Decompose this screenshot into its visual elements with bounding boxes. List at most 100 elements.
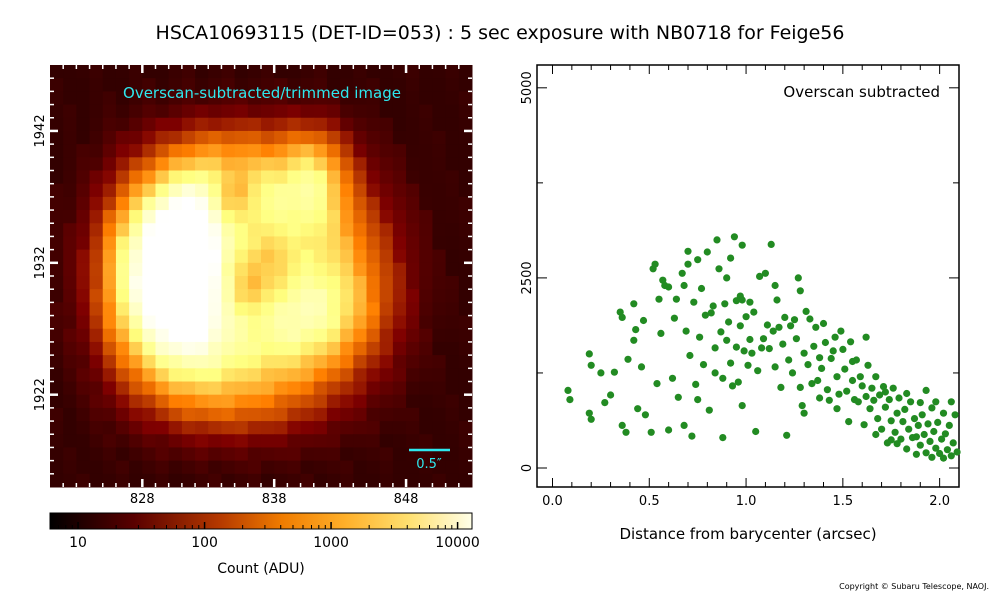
scatter-point	[922, 449, 930, 457]
scatter-point	[848, 357, 857, 366]
scatter-point	[796, 287, 804, 295]
scatter-point	[928, 453, 936, 461]
scatter-point	[872, 430, 880, 439]
scatter-point	[727, 359, 735, 367]
scatter-point	[864, 361, 872, 369]
scatter-point	[756, 272, 764, 280]
scatter-point	[829, 347, 837, 355]
image-y-tick-label: 1932	[33, 246, 48, 279]
scatter-point	[672, 295, 681, 303]
image-heatmap	[50, 65, 473, 488]
scatter-point	[647, 428, 655, 436]
scatter-point	[630, 336, 638, 344]
scatter-point	[810, 342, 818, 350]
scatter-point	[707, 309, 715, 317]
plot-annotation: Overscan subtracted	[783, 83, 940, 101]
scatter-point	[566, 396, 574, 404]
scatter-point	[587, 361, 595, 369]
scatter-point	[763, 321, 772, 329]
scatter-point	[738, 402, 746, 410]
scatter-point	[827, 354, 835, 363]
scatter-point	[910, 415, 919, 423]
scatter-point	[777, 383, 785, 391]
scatter-point	[848, 376, 857, 385]
scatter-point	[903, 389, 911, 398]
image-y-tick-label: 1922	[33, 378, 48, 411]
scatter-point	[705, 406, 713, 414]
scatter-point	[721, 300, 729, 308]
scatter-point	[601, 399, 609, 407]
scatter-point	[719, 374, 727, 382]
scatter-point	[800, 349, 808, 357]
colorbar-tick-label: 100	[191, 535, 218, 551]
scatter-point	[879, 383, 888, 391]
scatter-point	[922, 386, 930, 394]
scatter-point	[641, 411, 650, 419]
scatter-point	[881, 403, 890, 411]
scatter-point	[928, 404, 936, 412]
scatter-point	[862, 333, 870, 341]
colorbar	[49, 512, 473, 530]
scatter-point	[703, 248, 711, 256]
scatter-point	[885, 396, 893, 404]
scatter-point	[818, 364, 826, 372]
scatter-point	[943, 446, 952, 454]
scatter-point	[564, 386, 572, 394]
scatter-point	[711, 369, 719, 377]
scatter-point	[639, 316, 648, 325]
scatter-point	[680, 281, 688, 290]
scatter-point	[953, 448, 961, 456]
scatter-point	[870, 396, 878, 404]
scatter-point	[618, 421, 626, 429]
plot-y-tick-label: 5000	[520, 71, 535, 104]
scatter-point	[783, 431, 791, 439]
page-title: HSCA10693115 (DET-ID=053) : 5 sec exposu…	[155, 22, 845, 44]
scatter-point	[750, 308, 758, 316]
scatter-point	[798, 402, 806, 410]
scatter-point	[903, 445, 911, 453]
scatter-point	[688, 432, 696, 440]
scale-bar-label: 0.5″	[416, 457, 442, 472]
scatter-point	[825, 396, 833, 404]
scatter-point	[759, 335, 768, 343]
scatter-point	[926, 437, 934, 445]
scatter-point	[610, 368, 619, 376]
image-axis-ticks: 828 838 848 1942 1932 1922	[33, 65, 472, 507]
scatter-point	[905, 425, 913, 433]
scatter-point	[872, 373, 880, 381]
image-y-tick-label: 1942	[33, 114, 48, 147]
scatter-point	[773, 296, 781, 304]
scatter-point	[938, 435, 946, 443]
scatter-point	[792, 335, 801, 343]
scatter-point	[802, 307, 810, 315]
scatter-point	[932, 398, 940, 406]
scatter-point	[804, 361, 812, 369]
scatter-point	[781, 313, 789, 321]
image-x-tick-label: 848	[394, 492, 419, 507]
scatter-point	[951, 411, 959, 419]
scatter-point	[845, 418, 853, 426]
scatter-point	[734, 378, 742, 386]
scatter-point	[680, 421, 688, 429]
scatter-point	[812, 323, 820, 331]
scatter-point	[736, 322, 744, 330]
colorbar-tick-label: 1000	[313, 535, 349, 551]
scatter-point	[949, 439, 957, 447]
scatter-point	[744, 361, 752, 369]
scatter-point	[597, 369, 605, 377]
scatter-point	[686, 351, 694, 360]
scatter-point	[618, 313, 626, 321]
scatter-point	[866, 405, 874, 413]
scatter-point	[607, 391, 615, 399]
colorbar-tick-label: 10000	[435, 535, 480, 551]
scatter-point	[887, 436, 895, 444]
scatter-point	[816, 354, 824, 362]
plot-y-tick-label: 0	[520, 464, 535, 472]
scatter-point	[816, 394, 824, 402]
scatter-point	[725, 318, 733, 326]
plot-axis-ticks: 0.0 0.5 1.0 1.5 2.0 0 2500 5000	[520, 65, 959, 509]
scatter-point	[920, 430, 928, 439]
scatter-point	[694, 256, 702, 264]
scatter-point	[847, 338, 855, 346]
